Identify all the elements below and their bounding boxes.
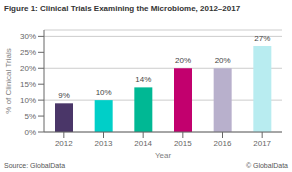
svg-text:20%: 20%: [20, 64, 36, 73]
svg-text:15%: 15%: [20, 80, 36, 89]
svg-text:20%: 20%: [215, 56, 231, 65]
svg-text:2013: 2013: [95, 139, 113, 148]
svg-text:10%: 10%: [20, 96, 36, 105]
svg-text:% of Clinical Trials: % of Clinical Trials: [8, 48, 13, 113]
svg-text:2017: 2017: [253, 139, 271, 148]
svg-text:2015: 2015: [174, 139, 192, 148]
svg-text:20%: 20%: [175, 56, 191, 65]
svg-text:14%: 14%: [135, 75, 151, 84]
svg-text:27%: 27%: [254, 34, 270, 43]
svg-text:2014: 2014: [134, 139, 152, 148]
svg-text:0%: 0%: [24, 128, 36, 137]
svg-text:10%: 10%: [96, 88, 112, 97]
html-text:© GlobalData: © GlobalData: [245, 161, 288, 169]
html-text:Figure 1: Clinical Trials Exam: Figure 1: Clinical Trials Examining the …: [4, 4, 241, 13]
svg-text:2012: 2012: [55, 139, 73, 148]
svg-text:5%: 5%: [24, 112, 36, 121]
svg-text:30%: 30%: [20, 32, 36, 41]
svg-text:9%: 9%: [58, 91, 70, 100]
svg-text:25%: 25%: [20, 48, 36, 57]
html-text:Source: GlobalData: Source: GlobalData: [4, 161, 66, 169]
svg-text:2016: 2016: [214, 139, 232, 148]
svg-text:Year: Year: [155, 151, 172, 158]
